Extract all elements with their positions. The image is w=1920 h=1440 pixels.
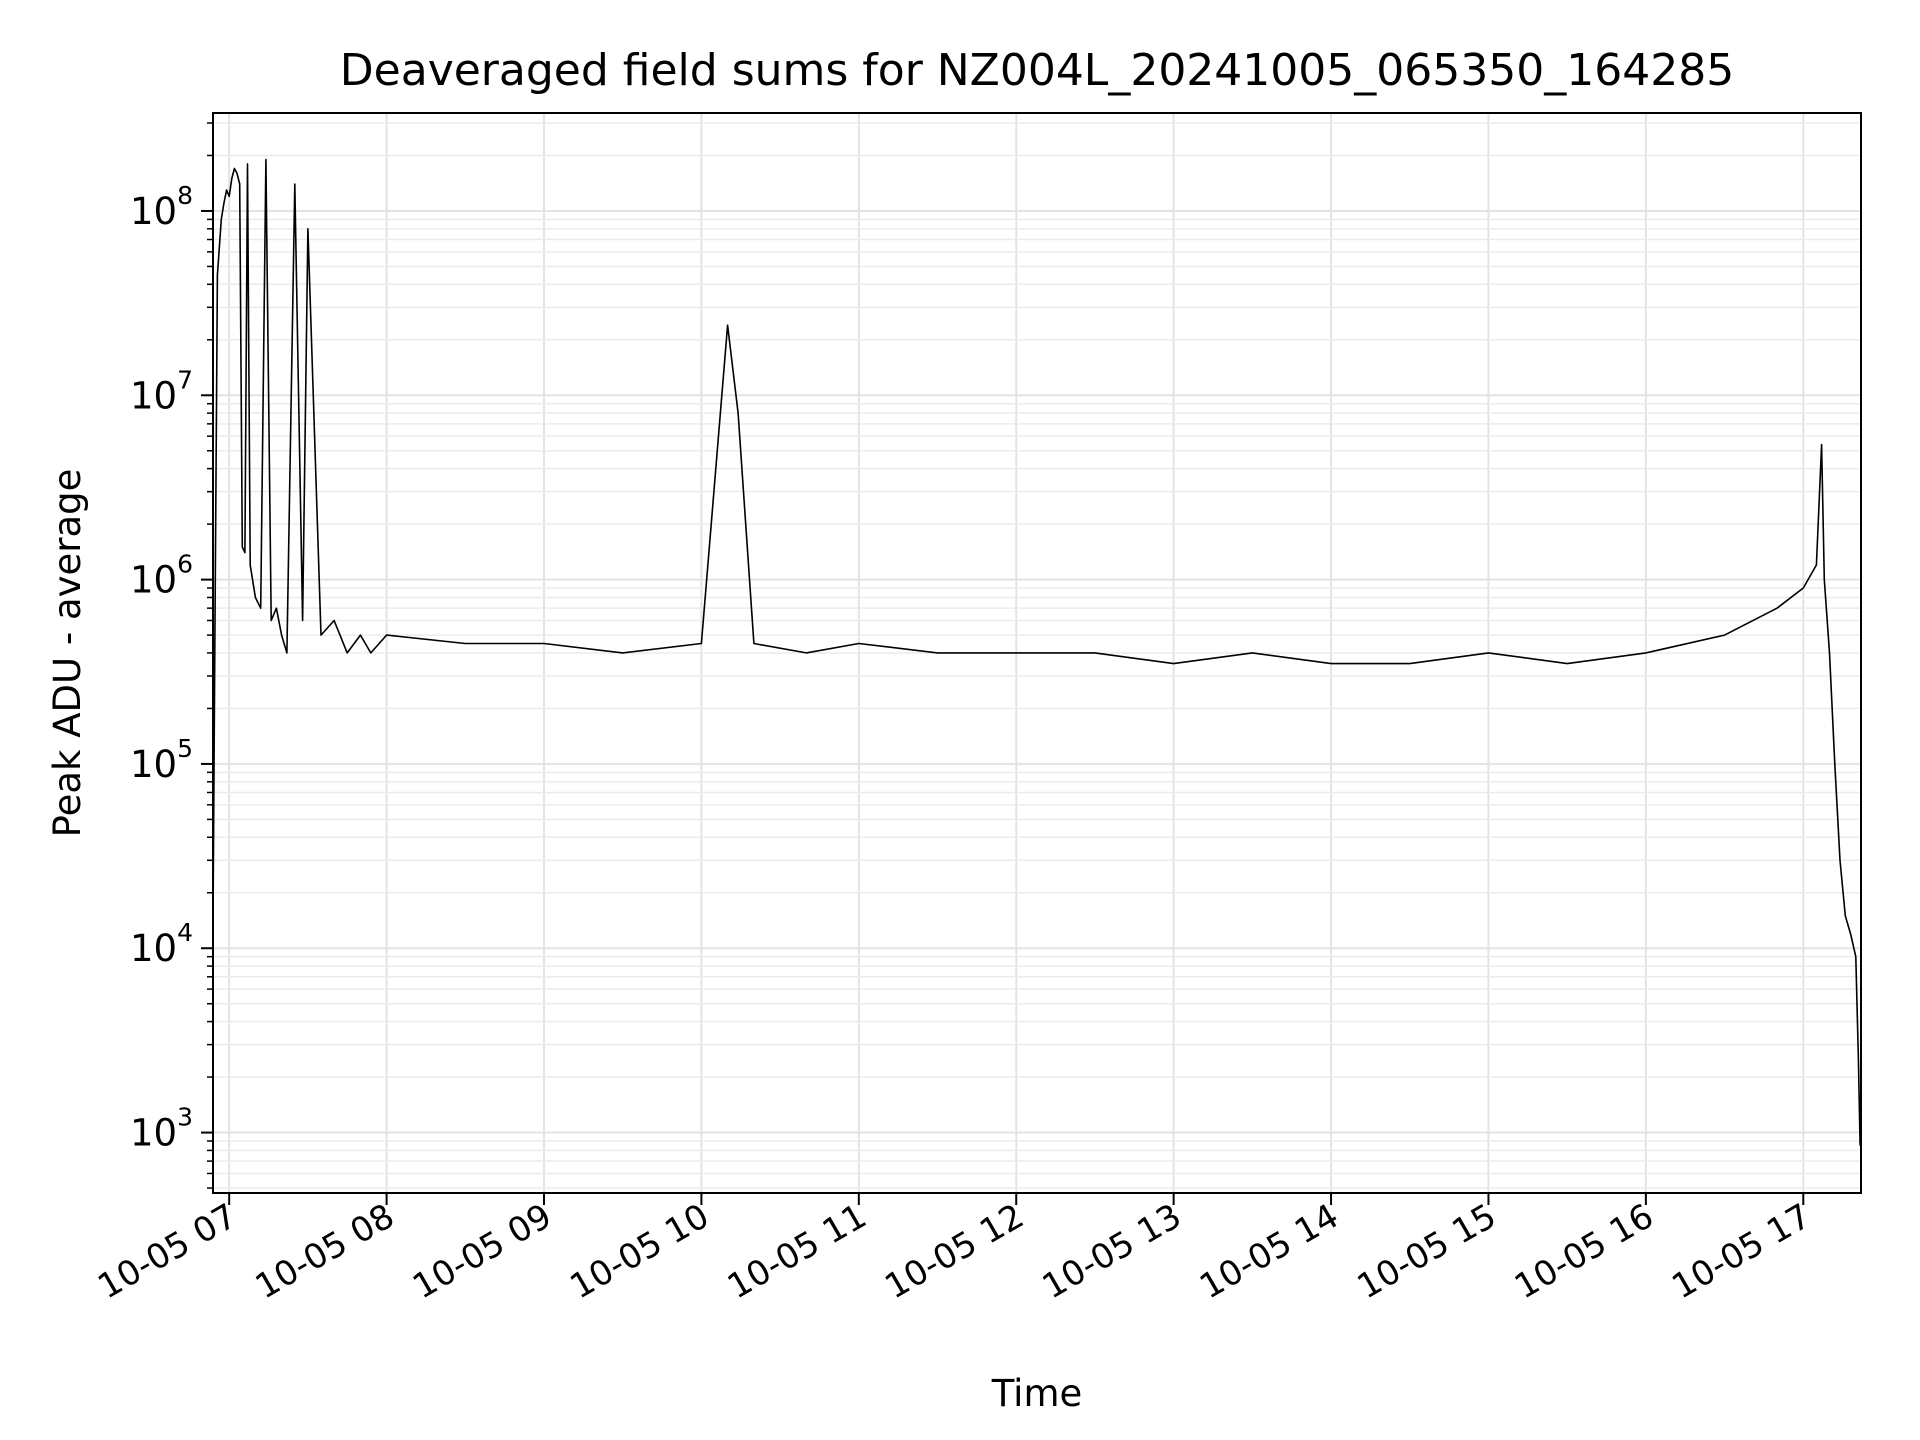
y-axis: 103 104 105 106 107 108: [130, 122, 213, 1189]
data-series-line: [212, 158, 1861, 1146]
chart-title: Deaveraged field sums for NZ004L_2024100…: [340, 45, 1734, 96]
y-tick-label: 105: [130, 734, 193, 786]
y-tick-label: 107: [130, 365, 193, 417]
x-axis-label: Time: [991, 1372, 1083, 1415]
y-tick-label: 108: [130, 181, 193, 233]
y-axis-label: Peak ADU - average: [46, 469, 89, 838]
y-tick-label: 106: [130, 550, 193, 602]
y-tick-label: 104: [130, 918, 193, 970]
data-layer: [212, 158, 1861, 1146]
y-tick-label: 103: [130, 1103, 193, 1155]
